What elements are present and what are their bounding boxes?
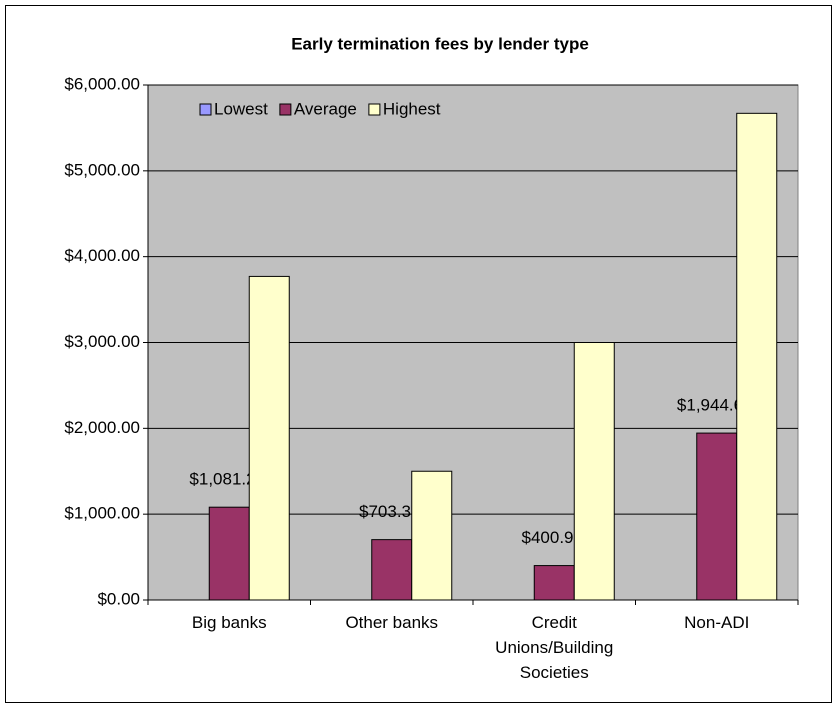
bar	[573, 342, 615, 601]
legend-label: Average	[294, 99, 357, 118]
legend-label: Lowest	[214, 99, 268, 118]
data-label: $1,944.62	[677, 396, 753, 415]
bar	[248, 275, 290, 601]
y-tick-label: $4,000.00	[64, 246, 140, 265]
data-label: $703.33	[359, 502, 420, 521]
legend-swatch	[199, 103, 212, 116]
bar	[736, 112, 778, 601]
data-label: $1,081.25	[189, 470, 265, 489]
y-tick-label: $2,000.00	[64, 418, 140, 437]
legend-swatch	[368, 103, 381, 116]
x-tick-label: Credit Unions/Building Societies	[495, 613, 614, 682]
x-tick-label: Non-ADI	[684, 613, 750, 632]
y-tick-label: $1,000.00	[64, 504, 140, 523]
bar	[208, 506, 250, 601]
legend-swatch	[279, 103, 292, 116]
bar	[696, 432, 738, 601]
y-tick-label: $6,000.00	[64, 74, 140, 93]
bar	[371, 539, 413, 601]
y-tick-label: $3,000.00	[64, 332, 140, 351]
bar	[411, 470, 453, 601]
chart-title: Early termination fees by lender type	[291, 34, 589, 53]
data-label: $400.91	[522, 528, 583, 547]
x-tick-label: Big banks	[191, 613, 267, 632]
legend-label: Highest	[383, 99, 441, 118]
y-tick-label: $0.00	[97, 589, 140, 608]
y-tick-label: $5,000.00	[64, 160, 140, 179]
bar	[533, 565, 575, 601]
x-tick-label: Other banks	[345, 613, 439, 632]
